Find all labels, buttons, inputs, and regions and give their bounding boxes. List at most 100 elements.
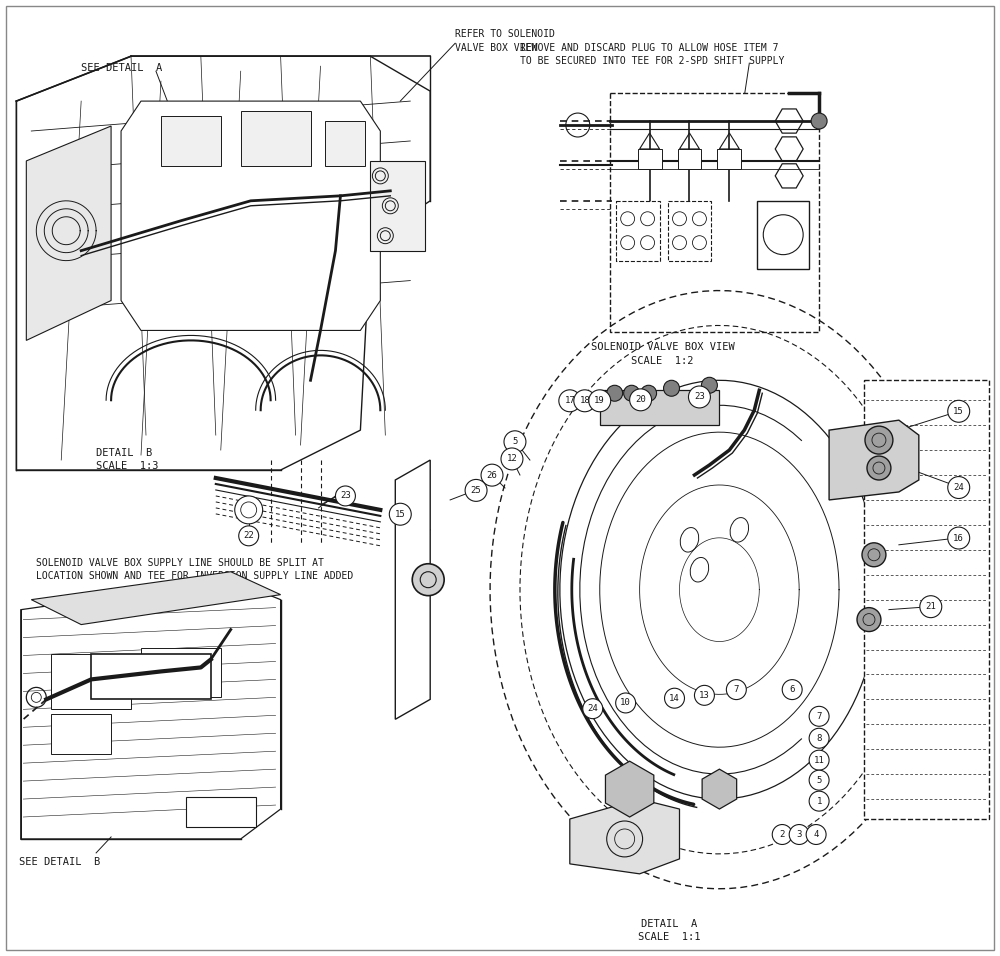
Circle shape [559, 390, 581, 412]
Text: 12: 12 [507, 454, 517, 464]
Text: 21: 21 [925, 602, 936, 611]
Circle shape [811, 113, 827, 129]
Bar [678, 149, 701, 169]
Polygon shape [395, 460, 430, 719]
Text: 15: 15 [395, 510, 406, 519]
Circle shape [701, 378, 717, 393]
Circle shape [809, 792, 829, 811]
Text: 20: 20 [635, 396, 646, 404]
Text: 10: 10 [620, 699, 631, 707]
Bar [141, 647, 221, 697]
Circle shape [948, 401, 970, 423]
Text: 22: 22 [243, 532, 254, 540]
Text: 1: 1 [816, 796, 822, 806]
Circle shape [920, 596, 942, 618]
Circle shape [694, 685, 714, 706]
Text: 13: 13 [699, 691, 710, 700]
Bar [610, 93, 819, 333]
Circle shape [630, 389, 652, 411]
Bar [51, 714, 111, 754]
Circle shape [412, 564, 444, 596]
Text: REFER TO SOLENOID
VALVE BOX VIEW: REFER TO SOLENOID VALVE BOX VIEW [455, 30, 555, 53]
Bar [668, 201, 711, 261]
Text: 5: 5 [512, 437, 518, 446]
Bar [161, 116, 221, 166]
Text: DETAIL  B
SCALE  1:3: DETAIL B SCALE 1:3 [96, 448, 159, 471]
Text: DETAIL  A
SCALE  1:1: DETAIL A SCALE 1:1 [638, 919, 701, 942]
Circle shape [865, 426, 893, 454]
Text: 8: 8 [816, 733, 822, 743]
Text: SEE DETAIL  B: SEE DETAIL B [19, 857, 101, 867]
Text: 17: 17 [564, 397, 575, 405]
Bar [616, 201, 660, 261]
Circle shape [664, 380, 680, 396]
Text: 5: 5 [816, 775, 822, 785]
Text: 14: 14 [669, 694, 680, 703]
Text: 23: 23 [340, 491, 351, 500]
Circle shape [504, 431, 526, 453]
Text: 7: 7 [734, 685, 739, 694]
Bar [757, 201, 809, 269]
Circle shape [948, 527, 970, 549]
Circle shape [857, 608, 881, 632]
Bar [638, 149, 662, 169]
Circle shape [481, 465, 503, 486]
Circle shape [809, 771, 829, 791]
Circle shape [465, 479, 487, 501]
Circle shape [806, 824, 826, 844]
Circle shape [789, 824, 809, 844]
Polygon shape [702, 770, 737, 809]
Circle shape [782, 680, 802, 700]
Circle shape [809, 706, 829, 727]
Text: SOLENOID VALVE BOX VIEW
SCALE  1:2: SOLENOID VALVE BOX VIEW SCALE 1:2 [591, 342, 734, 365]
Bar [91, 655, 211, 700]
Polygon shape [26, 126, 111, 340]
Circle shape [809, 750, 829, 771]
Polygon shape [31, 572, 281, 624]
Circle shape [335, 486, 355, 506]
Circle shape [607, 385, 623, 402]
Bar [186, 797, 256, 827]
Text: 24: 24 [953, 483, 964, 492]
Circle shape [616, 693, 636, 713]
Text: 2: 2 [780, 830, 785, 839]
Text: SEE DETAIL  A: SEE DETAIL A [81, 63, 162, 74]
Circle shape [501, 448, 523, 470]
Bar [325, 121, 365, 166]
Polygon shape [16, 56, 430, 470]
Circle shape [809, 728, 829, 749]
Circle shape [665, 688, 684, 708]
Bar [241, 111, 311, 166]
Circle shape [726, 680, 746, 700]
Circle shape [589, 390, 611, 412]
Bar [717, 149, 741, 169]
Circle shape [772, 824, 792, 844]
Text: 23: 23 [694, 393, 705, 402]
Polygon shape [21, 579, 281, 839]
Circle shape [239, 526, 259, 546]
Circle shape [948, 476, 970, 498]
Circle shape [641, 385, 657, 402]
Text: 15: 15 [953, 406, 964, 416]
Polygon shape [570, 799, 680, 874]
Polygon shape [864, 380, 989, 819]
Bar [51, 655, 131, 709]
Circle shape [583, 699, 603, 719]
Text: 3: 3 [796, 830, 802, 839]
Text: 7: 7 [816, 712, 822, 721]
Text: SOLENOID VALVE BOX SUPPLY LINE SHOULD BE SPLIT AT
LOCATION SHOWN AND TEE FOR INV: SOLENOID VALVE BOX SUPPLY LINE SHOULD BE… [36, 557, 354, 581]
Bar [370, 161, 425, 250]
Bar [600, 390, 719, 425]
Circle shape [867, 456, 891, 480]
Polygon shape [605, 761, 654, 817]
Circle shape [389, 503, 411, 525]
Text: 4: 4 [813, 830, 819, 839]
Text: 6: 6 [789, 685, 795, 694]
Text: 26: 26 [487, 470, 497, 480]
Text: 19: 19 [594, 397, 605, 405]
Circle shape [235, 496, 263, 524]
Circle shape [624, 385, 640, 402]
Circle shape [574, 390, 596, 412]
Polygon shape [829, 421, 919, 500]
Polygon shape [121, 101, 380, 331]
